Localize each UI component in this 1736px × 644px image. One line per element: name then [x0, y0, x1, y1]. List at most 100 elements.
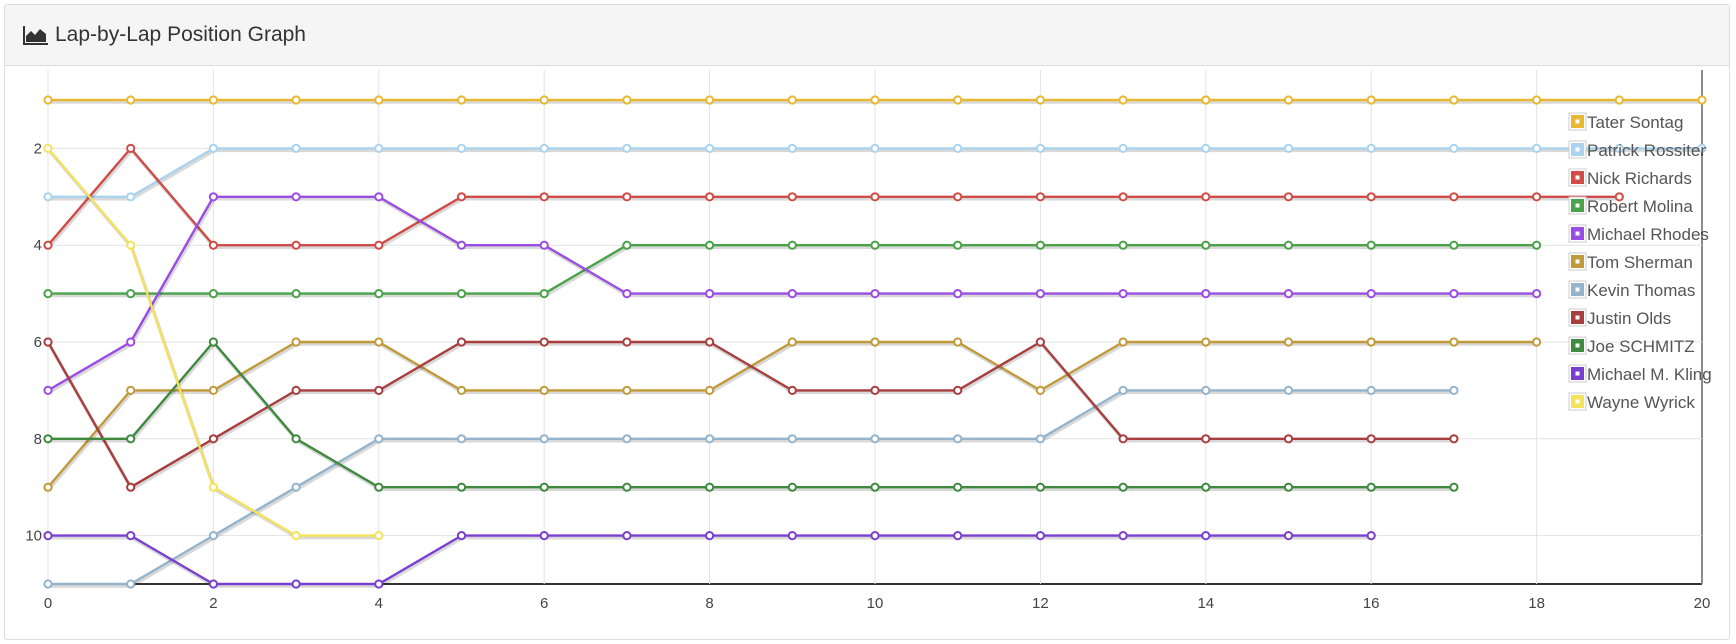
data-point [291, 192, 301, 202]
data-point [622, 289, 632, 299]
data-point [1118, 289, 1128, 299]
data-point [374, 385, 384, 395]
data-point [1283, 482, 1294, 492]
data-point [456, 531, 467, 541]
panel-header: Lap-by-Lap Position Graph [5, 5, 1729, 66]
data-point [1035, 143, 1046, 153]
data-point [291, 240, 301, 250]
legend-item: Robert Molina [1568, 196, 1693, 216]
data-point [1118, 240, 1128, 250]
data-point [539, 482, 549, 492]
data-point [953, 531, 963, 541]
data-point [1118, 482, 1128, 492]
data-point [1283, 192, 1294, 202]
data-point [374, 289, 384, 299]
series-line-shadow [47, 342, 1538, 491]
data-point [539, 385, 549, 395]
data-point [1201, 434, 1211, 444]
data-point [456, 434, 467, 444]
legend-item: Tater Sontag [1568, 112, 1683, 132]
x-tick-label: 4 [375, 595, 383, 612]
data-point [208, 143, 218, 153]
series-line [48, 340, 1454, 489]
data-point [705, 385, 715, 395]
data-point [43, 192, 53, 202]
data-point [374, 482, 384, 492]
legend-item: Joe SCHMITZ [1568, 336, 1695, 356]
x-tick-label: 14 [1197, 595, 1214, 612]
data-point [787, 385, 797, 395]
series-line-shadow [49, 245, 1538, 298]
data-point [539, 192, 549, 202]
data-point [622, 240, 632, 250]
x-tick-label: 20 [1694, 595, 1711, 612]
data-point [1035, 95, 1046, 105]
data-point [870, 192, 880, 202]
data-point [1118, 434, 1128, 444]
series-line-shadow [47, 342, 1455, 491]
data-point [208, 579, 218, 589]
data-point [1449, 143, 1459, 153]
series-michael-m-kling [43, 531, 1376, 589]
data-point [1201, 337, 1211, 347]
data-point [1449, 482, 1459, 492]
legend-label: Tom Sherman [1587, 253, 1693, 272]
data-point [126, 337, 136, 347]
data-point [705, 531, 715, 541]
data-point [291, 337, 301, 347]
data-point [43, 579, 53, 589]
data-point [374, 337, 384, 347]
data-point [1283, 289, 1294, 299]
data-point [1201, 95, 1211, 105]
data-point [1449, 385, 1459, 395]
data-point [291, 531, 301, 541]
data-point [126, 482, 136, 492]
y-tick-label: 2 [34, 140, 42, 157]
data-point [1283, 434, 1294, 444]
data-point [43, 434, 53, 444]
legend-label: Patrick Rossiter [1587, 141, 1706, 160]
data-point [1118, 385, 1128, 395]
data-point [1201, 385, 1211, 395]
data-point [870, 289, 880, 299]
legend-item: Wayne Wyrick [1568, 392, 1695, 412]
legend-label: Wayne Wyrick [1587, 393, 1695, 412]
legend-item: Michael Rhodes [1568, 224, 1709, 244]
data-point [43, 337, 53, 347]
series-line [46, 340, 1454, 489]
x-tick-label: 16 [1363, 595, 1380, 612]
data-point [291, 95, 301, 105]
data-point [1449, 240, 1459, 250]
data-point [1366, 289, 1376, 299]
data-point [1366, 240, 1376, 250]
data-point [705, 434, 715, 444]
data-point [539, 240, 549, 250]
data-point [622, 385, 632, 395]
series-line [47, 340, 1537, 488]
data-point [1449, 289, 1459, 299]
data-point [622, 434, 632, 444]
data-point [126, 240, 136, 250]
data-point [208, 192, 218, 202]
data-point [870, 482, 880, 492]
data-point [291, 143, 301, 153]
data-point [1697, 143, 1707, 153]
x-tick-labels: 0 2 4 6 8 10 12 14 16 18 20 [44, 595, 1711, 612]
legend-swatch-dot [1575, 259, 1580, 264]
data-point [126, 192, 136, 202]
legend-item: Kevin Thomas [1568, 280, 1695, 300]
data-point [953, 143, 963, 153]
data-point [1366, 531, 1376, 541]
series-justin-olds [43, 337, 1459, 492]
series-line-shadow [47, 148, 1621, 249]
data-point [1035, 289, 1046, 299]
legend-item: Michael M. Kling [1568, 364, 1712, 384]
legend-swatch-dot [1575, 231, 1580, 236]
legend-label: Kevin Thomas [1587, 281, 1695, 300]
data-point [1283, 385, 1294, 395]
data-point [953, 337, 963, 347]
series-line-shadow [49, 148, 1703, 201]
data-point [870, 531, 880, 541]
legend-swatch-dot [1575, 119, 1580, 124]
